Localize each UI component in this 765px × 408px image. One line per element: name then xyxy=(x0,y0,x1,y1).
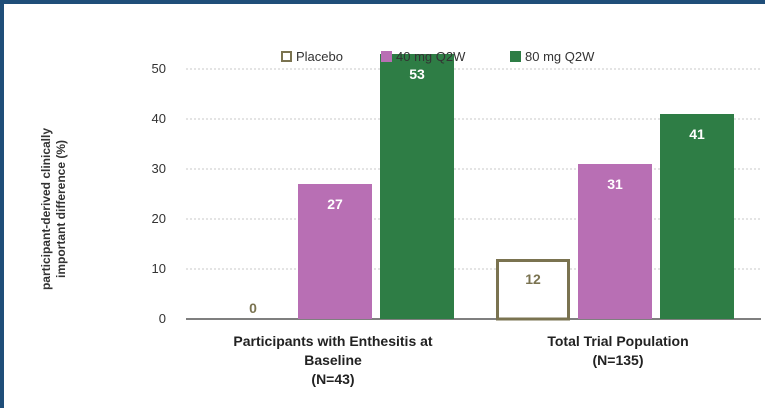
bar-80-mg-q2w-1 xyxy=(660,114,734,319)
category-label: (N=135) xyxy=(593,352,644,368)
data-label: 0 xyxy=(249,300,257,316)
bar-chart: 0 10 20 30 40 50 0 12 27 31 53 41 Participants wit… xyxy=(39,49,761,387)
bar-40-mg-q2w-1 xyxy=(578,164,652,319)
y-axis-title-group: participant-derived clinically important … xyxy=(39,128,68,290)
data-label: 31 xyxy=(607,176,623,192)
y-tick-label: 40 xyxy=(152,111,166,126)
legend-label: 80 mg Q2W xyxy=(525,49,595,64)
legend-label: Placebo xyxy=(296,49,343,64)
y-tick-label: 0 xyxy=(159,311,166,326)
legend-swatch xyxy=(381,51,392,62)
y-axis-title-line: participant-derived clinically xyxy=(39,128,53,290)
legend-swatch xyxy=(510,51,521,62)
bar-80-mg-q2w-0 xyxy=(380,54,454,319)
legend-swatch xyxy=(281,51,292,62)
bars xyxy=(298,54,734,321)
y-axis-title-line: important difference (%) xyxy=(54,140,68,278)
bar-placebo-1 xyxy=(496,259,570,321)
bar-40-mg-q2w-0 xyxy=(298,184,372,319)
legend: Placebo 40 mg Q2W 80 mg Q2W xyxy=(281,49,595,64)
data-label: 27 xyxy=(327,196,343,212)
category-label: Participants with Enthesitis at xyxy=(233,333,432,349)
data-label: 12 xyxy=(525,271,541,287)
legend-label: 40 mg Q2W xyxy=(396,49,466,64)
category-label: (N=43) xyxy=(311,371,354,387)
y-tick-label: 20 xyxy=(152,211,166,226)
y-axis-title: participant-derived clinically important … xyxy=(39,128,68,290)
y-tick-label: 10 xyxy=(152,261,166,276)
data-labels: 0 12 27 31 53 41 xyxy=(249,66,705,316)
category-label: Baseline xyxy=(304,352,362,368)
category-label: Total Trial Population xyxy=(547,333,688,349)
data-label: 53 xyxy=(409,66,425,82)
x-axis-categories: Participants with Enthesitis at Baseline (… xyxy=(233,333,688,387)
y-tick-label: 30 xyxy=(152,161,166,176)
data-label: 41 xyxy=(689,126,705,142)
y-tick-label: 50 xyxy=(152,61,166,76)
